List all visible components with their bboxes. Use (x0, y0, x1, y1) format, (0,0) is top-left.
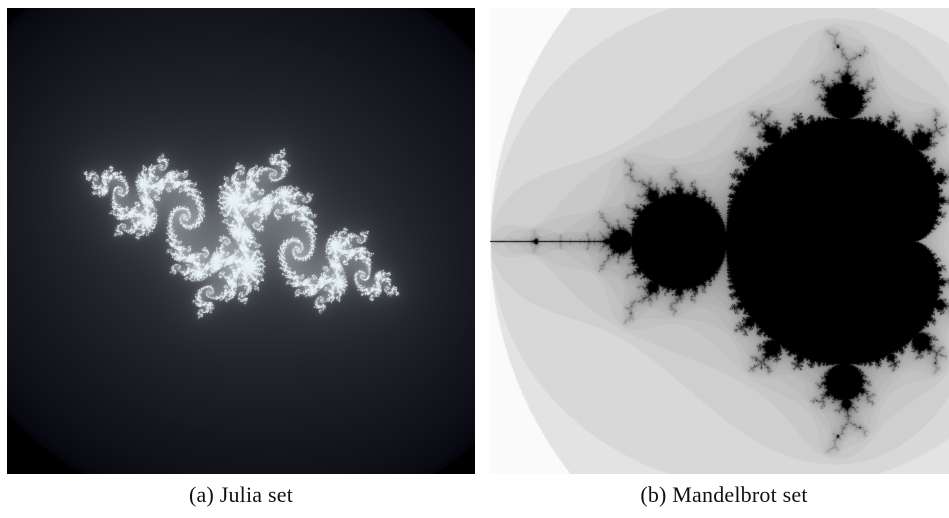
subfigure-a-text: Julia set (219, 482, 294, 507)
subfigure-b-text: Mandelbrot set (672, 482, 808, 507)
subfigure-b-label: (b) (640, 482, 667, 507)
julia-set-canvas (7, 8, 475, 474)
julia-set-image (7, 8, 475, 474)
mandelbrot-set-image (490, 8, 949, 474)
subfigure-a-label: (a) (188, 482, 215, 507)
mandelbrot-set-canvas (490, 8, 949, 474)
subfigure-a-caption: (a) Julia set (7, 482, 475, 508)
subfigure-b-caption: (b) Mandelbrot set (490, 482, 949, 508)
